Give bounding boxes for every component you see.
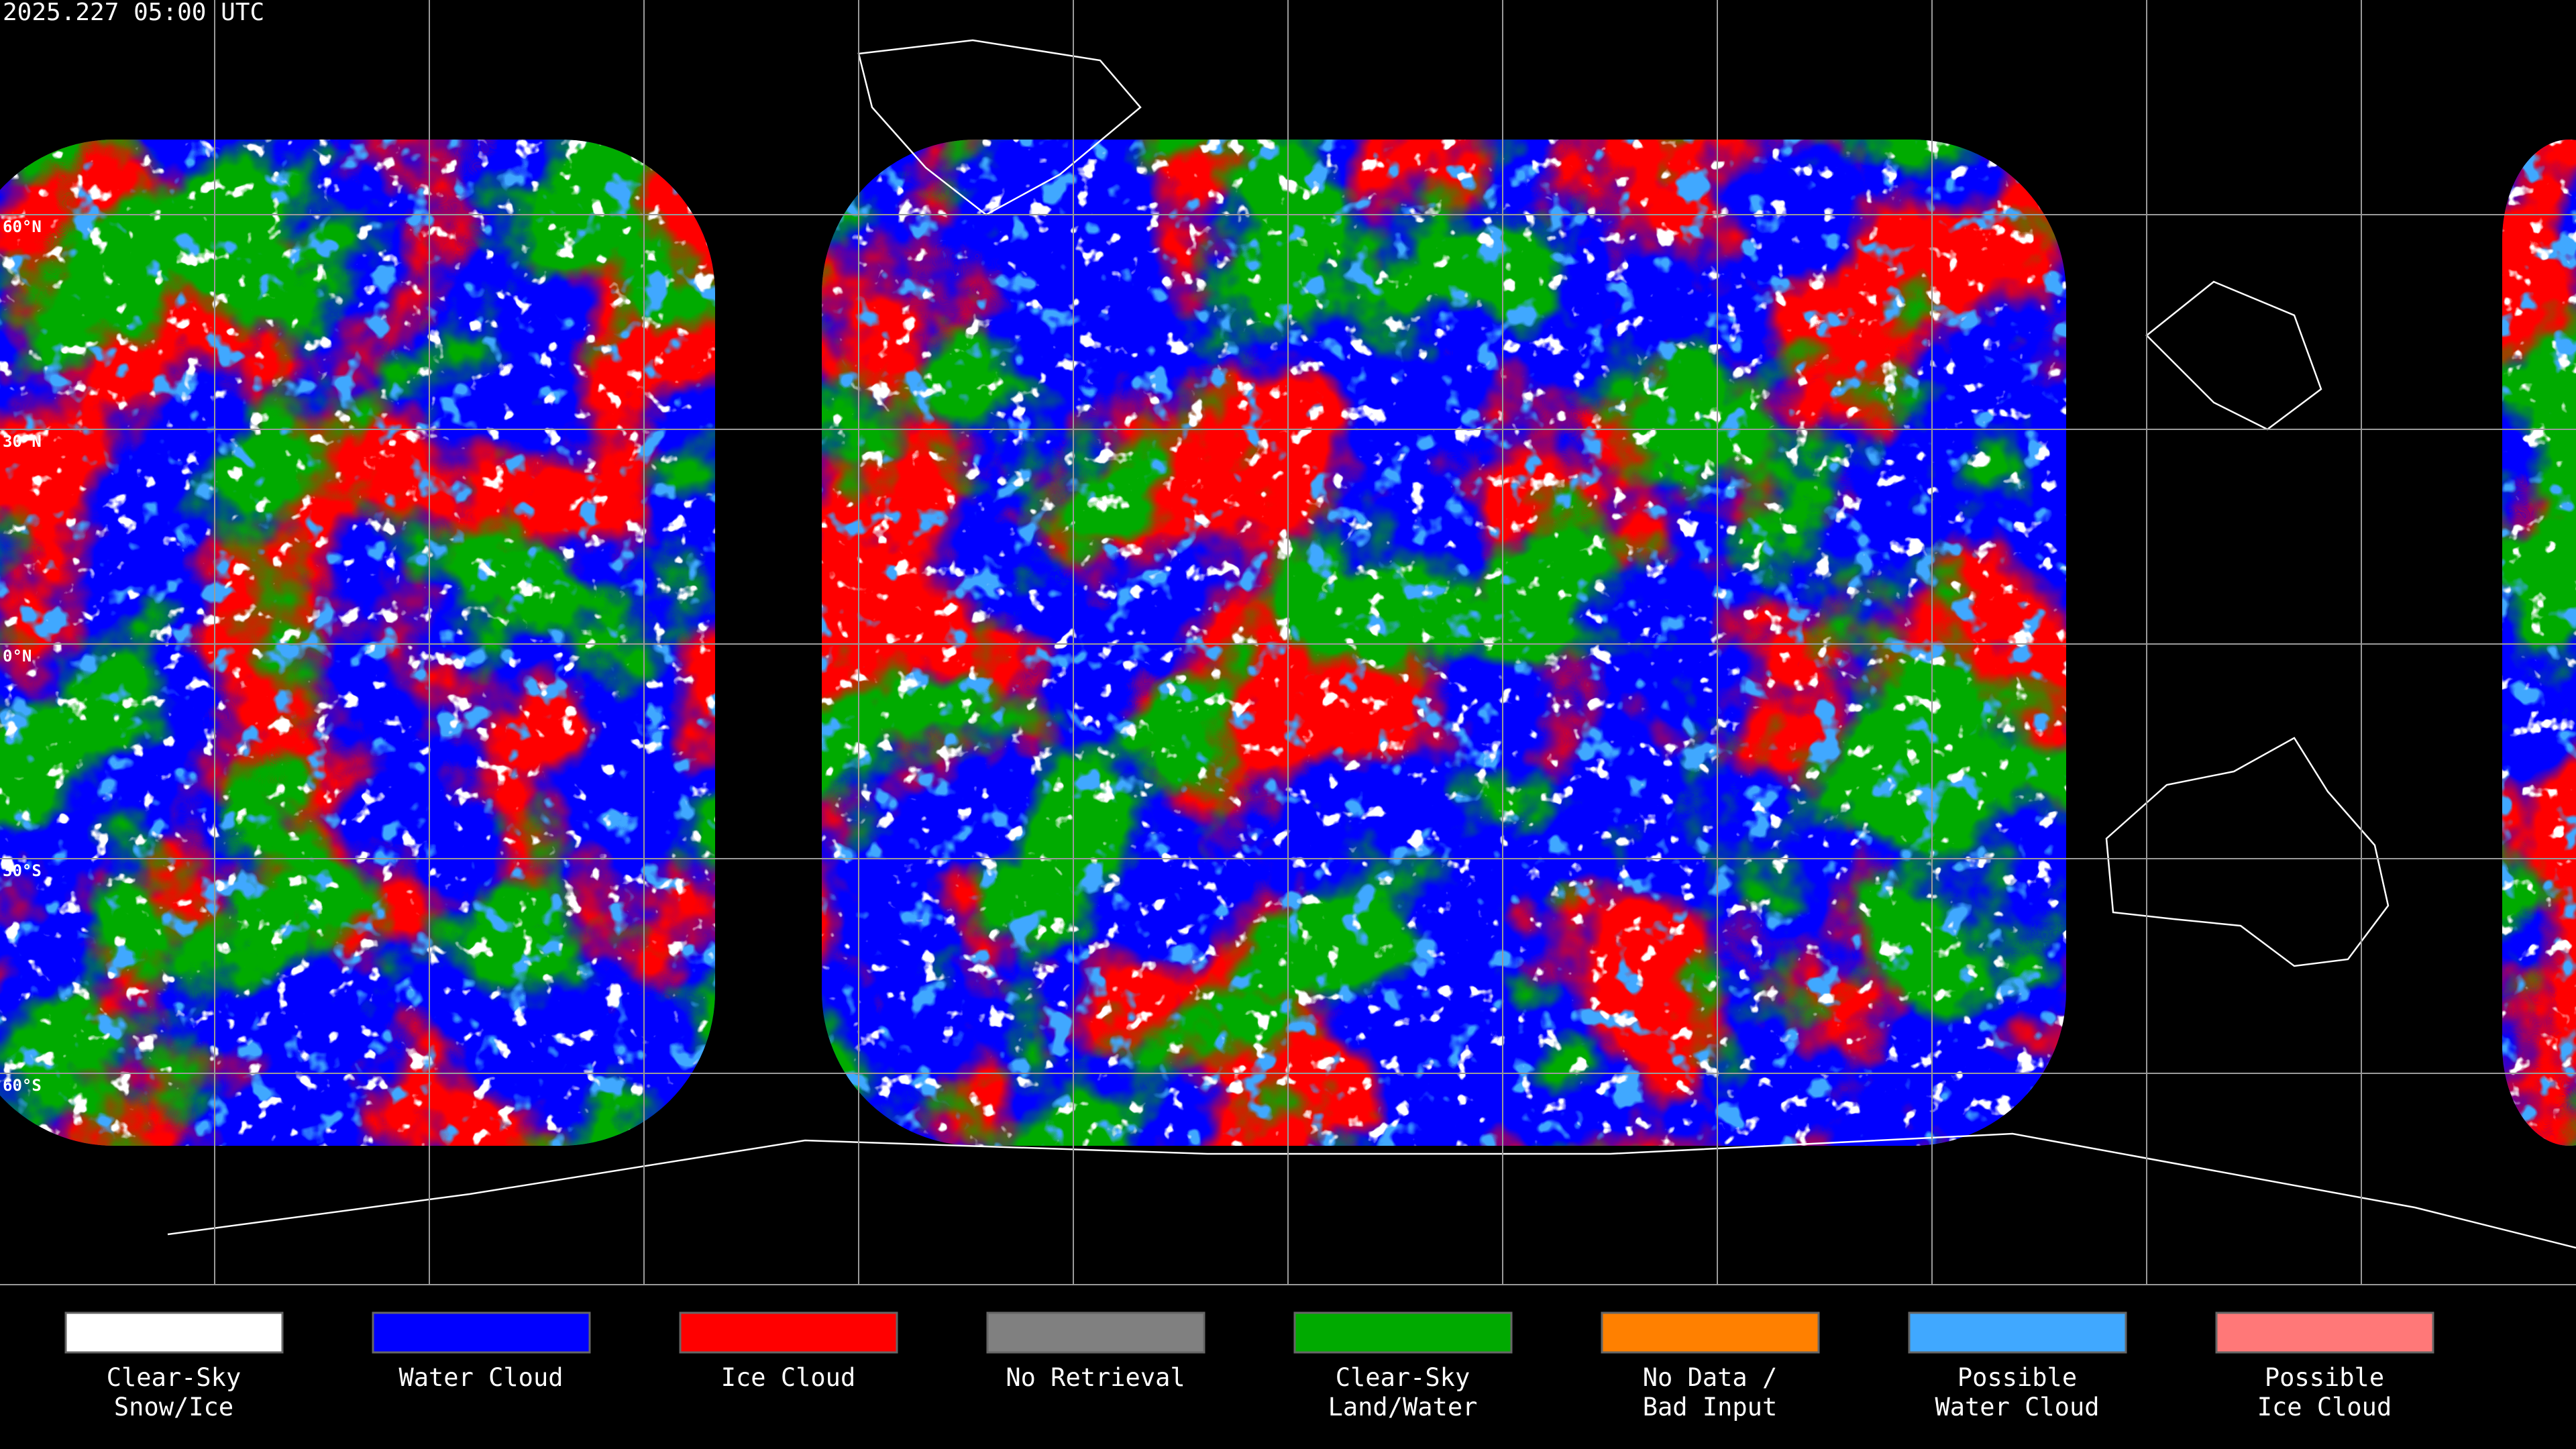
legend-swatch — [1601, 1311, 1820, 1354]
legend-label: Water Cloud — [1935, 1393, 2099, 1421]
greenland-outline — [857, 39, 1142, 216]
legend-label: No Retrieval — [1006, 1363, 1185, 1392]
legend-swatch — [372, 1311, 591, 1354]
legend-label: Clear-Sky — [1336, 1363, 1470, 1392]
legend-label: No Data / — [1643, 1363, 1777, 1392]
legend-swatch — [986, 1311, 1205, 1354]
graticule — [0, 0, 2576, 1285]
legend-swatch — [1293, 1311, 1513, 1354]
latitude-label: 30°N — [3, 432, 42, 451]
japan-korea-outline — [2145, 280, 2322, 431]
legend-label: Possible — [1957, 1363, 2077, 1392]
legend-label: Ice Cloud — [721, 1363, 855, 1392]
latitude-label: 0°N — [3, 647, 32, 665]
timestamp: 2025.227 05:00 UTC — [3, 0, 264, 26]
latitude-labels: 60°N 30°N 0°N 30°S 60°S — [3, 217, 42, 1095]
australia-outline — [2105, 737, 2390, 967]
legend-swatch — [679, 1311, 898, 1354]
latitude-label: 60°S — [3, 1076, 42, 1095]
coastlines — [167, 39, 2576, 1249]
legend-label: Water Cloud — [398, 1363, 563, 1392]
latitude-label: 30°S — [3, 861, 42, 880]
legend-label: Land/Water — [1328, 1393, 1478, 1421]
legend-label: Ice Cloud — [2257, 1393, 2392, 1421]
legend-swatch — [1908, 1311, 2127, 1354]
legend-label: Snow/Ice — [114, 1393, 233, 1421]
legend-swatch — [64, 1311, 284, 1354]
legend-label: Bad Input — [1643, 1393, 1777, 1421]
legend-swatch — [2215, 1311, 2434, 1354]
legend-label: Clear-Sky — [107, 1363, 241, 1392]
legend-label: Possible — [2265, 1363, 2384, 1392]
antarctica-outline — [167, 1132, 2576, 1249]
latitude-label: 60°N — [3, 217, 42, 236]
